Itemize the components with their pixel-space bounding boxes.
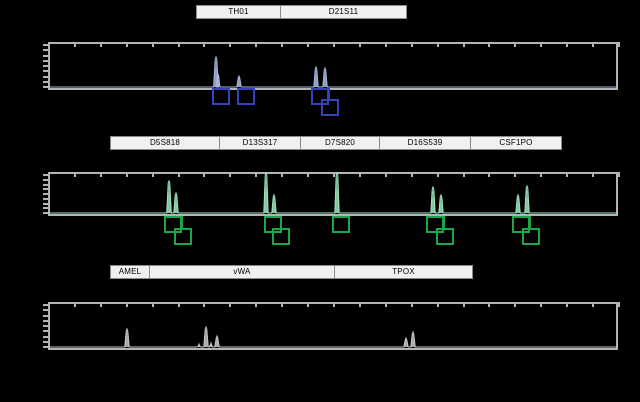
locus-label-amel[interactable]: AMEL: [110, 265, 150, 279]
peak-vwa-a: [203, 327, 209, 347]
locus-label-bar-gray: AMEL vWA TPOX: [110, 265, 473, 279]
locus-label-d7s820[interactable]: D7S820: [300, 136, 380, 150]
trace-layer-gray: [48, 302, 618, 350]
trace-layer-blue: [48, 42, 618, 90]
peak-d21s11-a: [313, 67, 319, 87]
peak-vwa-stutter: [197, 344, 201, 347]
peak-tpox-b: [410, 332, 416, 347]
allele-call-box[interactable]: [237, 88, 255, 105]
trace-gray: [48, 325, 618, 348]
allele-connector: [328, 88, 330, 101]
locus-label-d16s539[interactable]: D16S539: [379, 136, 471, 150]
peak-csf1po-a: [515, 195, 521, 213]
peak-th01-a2: [216, 74, 220, 87]
trace-layer-green: [48, 172, 618, 216]
panel-blue[interactable]: [43, 42, 620, 90]
peak-tpox-a: [403, 338, 409, 347]
peak-d13s317-a-offscale: [263, 173, 269, 213]
peak-vwa-b: [209, 343, 213, 347]
allele-call-box[interactable]: [212, 88, 230, 105]
trace-path: [48, 172, 618, 214]
allele-call-box[interactable]: [272, 228, 290, 245]
trace-green: [48, 172, 618, 214]
allele-call-box[interactable]: [332, 216, 350, 233]
peak-d13s317-b: [271, 195, 277, 213]
locus-label-bar-blue: TH01 D21S11: [196, 5, 407, 19]
x-tick: [618, 172, 620, 177]
locus-label-vwa[interactable]: vWA: [149, 265, 335, 279]
allele-call-box[interactable]: [321, 99, 339, 116]
trace-path: [48, 325, 618, 348]
allele-call-box[interactable]: [522, 228, 540, 245]
allele-call-box[interactable]: [436, 228, 454, 245]
locus-label-d5s818[interactable]: D5S818: [110, 136, 220, 150]
allele-connector: [443, 216, 445, 230]
locus-label-d13s317[interactable]: D13S317: [219, 136, 301, 150]
peak-vwa-c: [214, 336, 220, 347]
trace-path: [48, 55, 618, 88]
locus-label-csf1po[interactable]: CSF1PO: [470, 136, 562, 150]
peak-d16s539-b: [438, 195, 444, 213]
allele-call-box[interactable]: [174, 228, 192, 245]
panel-gray[interactable]: [43, 302, 620, 350]
panel-green[interactable]: [43, 172, 620, 216]
locus-label-th01[interactable]: TH01: [196, 5, 281, 19]
trace-blue: [48, 55, 618, 88]
peak-d7s820-offscale: [334, 173, 340, 213]
peak-d21s11-b: [322, 68, 328, 87]
allele-connector: [529, 216, 531, 230]
peak-csf1po-b: [524, 186, 530, 213]
peak-th01-b: [236, 76, 242, 87]
x-tick: [618, 302, 620, 307]
x-tick: [618, 42, 620, 47]
peak-d5s818-a: [166, 181, 172, 213]
peak-d16s539-a: [430, 187, 436, 213]
locus-label-d21s11[interactable]: D21S11: [280, 5, 407, 19]
peak-amel-a: [124, 329, 130, 347]
locus-label-tpox[interactable]: TPOX: [334, 265, 473, 279]
peak-d5s818-b: [173, 193, 179, 213]
allele-connector: [280, 216, 282, 230]
allele-connector: [181, 216, 183, 230]
locus-label-bar-green: D5S818 D13S317 D7S820 D16S539 CSF1PO: [110, 136, 562, 150]
